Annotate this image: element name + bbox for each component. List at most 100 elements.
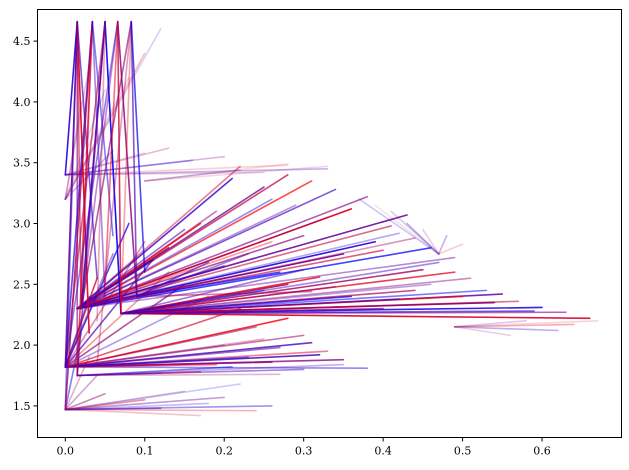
trajectory-segment [136, 277, 226, 298]
trajectory-segment [64, 20, 79, 368]
trajectory-segment [116, 20, 122, 315]
segment-family-7 [143, 163, 329, 182]
trajectory-segment [76, 225, 392, 310]
trajectory-segment [64, 76, 130, 200]
trajectory-segment [80, 20, 119, 310]
trajectory-segment [76, 216, 329, 310]
trajectory-segment [76, 177, 233, 310]
trajectory-segment [76, 208, 353, 310]
trajectory-segment [120, 268, 424, 315]
trajectory-segment [422, 228, 440, 255]
trajectory-segment [120, 305, 369, 315]
trajectory-segment [120, 283, 432, 315]
segment-family-3 [76, 165, 456, 310]
trajectory-segment [76, 240, 376, 310]
trajectory-segment [453, 326, 559, 332]
trajectory-segment [91, 20, 106, 298]
trajectory-segment [120, 312, 591, 320]
trajectory-segment [64, 383, 241, 411]
trajectory-segment [76, 259, 154, 310]
trajectory-segment [64, 88, 106, 200]
trajectory-segment [64, 149, 114, 200]
x-tick-label: 0.1 [136, 445, 154, 458]
trajectory-segment [64, 307, 241, 368]
trajectory-segment [64, 392, 106, 411]
trajectory-segment [76, 234, 305, 310]
y-tick-label: 3.0 [13, 218, 31, 231]
trajectory-segment [136, 271, 281, 298]
x-tick-label: 0.3 [295, 445, 313, 458]
segment-family-5 [136, 253, 313, 298]
trajectory-segment [76, 20, 90, 334]
y-tick-label: 2.5 [13, 278, 31, 291]
trajectory-segment [64, 28, 162, 200]
segment-layer [64, 20, 599, 417]
trajectory-segment [64, 283, 186, 368]
trajectory-segment [64, 125, 98, 200]
trajectory-segment [136, 290, 313, 298]
trajectory-segment [358, 198, 440, 255]
x-axis: 0.0 0.1 0.2 0.3 0.4 0.5 0.6 [57, 437, 551, 458]
trajectory-segment [64, 408, 202, 417]
trajectory-segment [64, 167, 329, 176]
segment-family-0 [64, 332, 273, 417]
segment-family-12 [80, 20, 146, 365]
trajectory-segment [130, 20, 146, 273]
trajectory-segment [64, 101, 82, 200]
trajectory-segment [76, 180, 313, 310]
trajectory-segment [120, 298, 400, 315]
segment-family-13 [64, 28, 162, 200]
trajectory-segment [390, 210, 440, 255]
x-tick-label: 0.2 [215, 445, 233, 458]
trajectory-segment [453, 319, 599, 328]
trajectory-segment [76, 228, 186, 310]
segment-family-14 [453, 319, 599, 337]
trajectory-segment [64, 20, 119, 368]
trajectory-segment [64, 64, 90, 200]
segment-family-15 [358, 198, 464, 255]
y-tick-label: 1.5 [13, 400, 31, 413]
trajectory-segment [130, 20, 138, 298]
trajectory-segment [120, 268, 305, 315]
trajectory-segment [136, 253, 249, 298]
trajectory-segment [64, 402, 210, 411]
segment-family-9 [64, 20, 114, 411]
x-tick-label: 0.6 [533, 445, 551, 458]
trajectory-segment [143, 163, 289, 182]
trajectory-segment [64, 171, 265, 176]
trajectory-segment [96, 20, 106, 322]
trajectory-segment [64, 390, 186, 411]
trajectory-segment [437, 243, 464, 255]
trajectory-segment [64, 326, 257, 368]
y-tick-label: 4.0 [13, 96, 31, 109]
segment-family-11 [64, 20, 138, 368]
trajectory-segment [64, 52, 146, 200]
trajectory-segment [96, 20, 133, 365]
trajectory-segment [64, 405, 273, 411]
trajectory-segment [120, 295, 464, 315]
trajectory-segment [76, 249, 384, 310]
trajectory-segment [374, 204, 440, 255]
trajectory-segment [120, 277, 472, 315]
trajectory-segment [76, 237, 416, 310]
trajectory-segment [64, 396, 226, 411]
y-tick-label: 4.5 [13, 35, 31, 48]
trajectory-segment [136, 261, 210, 298]
trajectory-segment [64, 374, 98, 411]
trajectory-segment [453, 326, 512, 337]
x-tick-label: 0.5 [454, 445, 472, 458]
trajectory-segment [76, 198, 273, 310]
x-tick-label: 0.4 [374, 445, 392, 458]
y-tick-label: 3.5 [13, 157, 31, 170]
trajectory-segment [76, 240, 273, 310]
trajectory-segment [143, 165, 329, 182]
trajectory-segment [64, 338, 265, 368]
trajectory-segment [453, 319, 527, 328]
trajectory-segment [76, 195, 369, 310]
trajectory-segment [76, 232, 400, 310]
y-axis: 1.5 2.0 2.5 3.0 3.5 4.0 4.5 [13, 35, 38, 413]
trajectory-segment [406, 222, 440, 255]
trajectory-segment [136, 268, 194, 298]
trajectory-segment [104, 20, 119, 286]
